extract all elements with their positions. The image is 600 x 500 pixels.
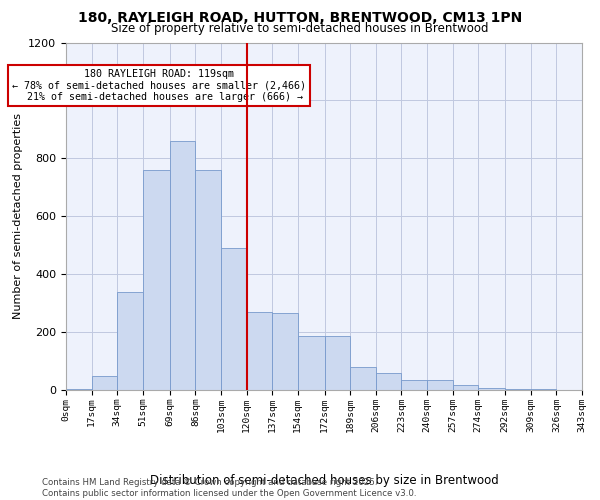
Text: 180 RAYLEIGH ROAD: 119sqm
← 78% of semi-detached houses are smaller (2,466)
  21: 180 RAYLEIGH ROAD: 119sqm ← 78% of semi-… [12, 68, 306, 102]
Bar [376, 372, 401, 390]
Bar [117, 292, 143, 390]
Bar [350, 367, 376, 390]
Bar [325, 336, 350, 390]
X-axis label: Distribution of semi-detached houses by size in Brentwood: Distribution of semi-detached houses by … [149, 474, 499, 487]
Bar [272, 314, 298, 390]
Bar [92, 376, 117, 390]
Bar [505, 388, 531, 390]
Bar [170, 141, 196, 390]
Bar [298, 336, 325, 390]
Bar [196, 170, 221, 390]
Bar [143, 170, 170, 390]
Bar [66, 388, 92, 390]
Bar [427, 380, 452, 390]
Bar [452, 385, 478, 390]
Bar [531, 389, 556, 390]
Bar [478, 388, 505, 390]
Y-axis label: Number of semi-detached properties: Number of semi-detached properties [13, 114, 23, 320]
Bar [401, 380, 427, 390]
Text: Contains HM Land Registry data © Crown copyright and database right 2025.
Contai: Contains HM Land Registry data © Crown c… [42, 478, 416, 498]
Bar [247, 312, 272, 390]
Text: Size of property relative to semi-detached houses in Brentwood: Size of property relative to semi-detach… [111, 22, 489, 35]
Bar [221, 248, 247, 390]
Text: 180, RAYLEIGH ROAD, HUTTON, BRENTWOOD, CM13 1PN: 180, RAYLEIGH ROAD, HUTTON, BRENTWOOD, C… [78, 11, 522, 25]
